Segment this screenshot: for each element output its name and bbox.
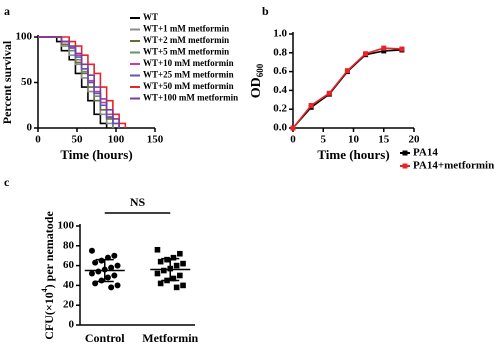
panel-label: a xyxy=(4,4,10,18)
annotation: NS xyxy=(130,195,146,209)
point xyxy=(290,125,296,131)
panel-label: b xyxy=(262,4,269,18)
y-tick-label: 100 xyxy=(16,31,33,43)
error-bar xyxy=(161,257,180,282)
point xyxy=(173,262,180,269)
x-tick-label: 5 xyxy=(321,134,327,146)
legend-label: WT+50 mM metformin xyxy=(143,81,234,91)
point xyxy=(104,274,111,281)
point xyxy=(111,272,118,279)
series-line xyxy=(292,47,402,129)
point xyxy=(180,260,186,267)
legend-label: WT+100 mM metformin xyxy=(143,93,238,103)
point xyxy=(399,46,405,52)
point xyxy=(326,90,332,96)
legend-label: WT+5 mM metformin xyxy=(143,47,229,57)
legend-marker xyxy=(402,150,408,156)
point xyxy=(92,259,99,266)
point xyxy=(173,284,180,291)
y-axis-label: OD600 xyxy=(249,63,265,98)
point xyxy=(164,256,170,263)
point xyxy=(170,254,177,261)
y-tick-label: 0.0 xyxy=(273,122,287,134)
y-tick-label: 100 xyxy=(58,220,75,232)
point xyxy=(108,284,115,291)
x-tick-label: 0 xyxy=(290,134,296,146)
x-tick-label: Metformin xyxy=(142,331,198,345)
x-axis-label: Time (hours) xyxy=(317,147,389,162)
point xyxy=(108,264,115,271)
point xyxy=(180,282,186,289)
legend-label: PA14 xyxy=(413,147,438,159)
point xyxy=(363,51,369,57)
point xyxy=(170,275,177,282)
legend-label: WT+25 mM metformin xyxy=(143,70,234,80)
point xyxy=(381,48,387,54)
series-line xyxy=(38,36,120,128)
error-bar xyxy=(95,258,114,283)
y-tick-label: 0.6 xyxy=(273,65,287,77)
series-line xyxy=(38,36,127,128)
point xyxy=(381,45,387,51)
series-line xyxy=(38,36,114,128)
point xyxy=(161,267,167,274)
point xyxy=(157,280,164,287)
y-axis-label-superscript: 4 xyxy=(40,288,49,292)
point xyxy=(114,262,121,269)
y-tick-label: 20 xyxy=(63,299,75,311)
point xyxy=(177,272,183,279)
x-tick-label: 15 xyxy=(378,134,390,146)
series-line xyxy=(38,36,120,128)
point xyxy=(177,250,183,257)
point xyxy=(157,258,164,265)
legend-label: WT+10 mM metformin xyxy=(143,58,234,68)
y-tick-label: 0.2 xyxy=(273,103,287,115)
y-tick-label: 50 xyxy=(21,76,33,88)
series-line xyxy=(292,49,402,129)
legend-label: PA14+metformin xyxy=(413,160,494,172)
point xyxy=(154,246,161,253)
point xyxy=(98,277,105,284)
y-tick-label: 80 xyxy=(63,239,75,251)
point xyxy=(344,68,350,74)
series-line xyxy=(38,36,114,128)
point xyxy=(98,257,105,264)
point xyxy=(95,268,102,275)
point xyxy=(88,270,95,277)
x-tick-label: 10 xyxy=(348,134,360,146)
y-tick-label: 1.0 xyxy=(273,28,287,40)
x-axis-label: Time (hours) xyxy=(60,147,132,162)
y-axis-label-text: Percent survival xyxy=(0,40,14,124)
x-tick-label: Control xyxy=(85,331,125,345)
point xyxy=(308,102,314,108)
y-tick-label: 40 xyxy=(63,279,75,291)
x-tick-label: 150 xyxy=(147,134,164,146)
y-axis-label: CFU(×104) per nematode xyxy=(40,211,56,340)
point xyxy=(111,252,118,259)
y-axis-label-subscript: 600 xyxy=(255,63,265,77)
x-tick-label: 100 xyxy=(108,134,125,146)
panel-label: c xyxy=(4,175,10,189)
y-axis-label-text: OD xyxy=(249,77,264,98)
legend-label: WT+2 mM metformin xyxy=(143,35,229,45)
y-tick-label: 0 xyxy=(27,122,33,134)
y-axis-label-text: ) per nematode xyxy=(42,211,56,289)
legend-marker xyxy=(402,163,408,169)
y-tick-label: 0 xyxy=(69,319,75,331)
y-axis-label-text: CFU(×10 xyxy=(42,292,56,340)
x-tick-label: 20 xyxy=(409,134,421,146)
y-tick-label: 60 xyxy=(63,259,75,271)
point xyxy=(114,282,121,289)
legend-label: WT xyxy=(143,12,158,22)
point xyxy=(154,270,161,277)
legend-label: WT+1 mM metformin xyxy=(143,24,229,34)
point xyxy=(88,247,95,254)
x-tick-label: 50 xyxy=(72,134,84,146)
x-tick-label: 0 xyxy=(35,134,41,146)
y-tick-label: 0.8 xyxy=(273,46,287,58)
y-axis-label: Percent survival xyxy=(0,40,14,124)
y-tick-label: 0.4 xyxy=(273,84,287,96)
